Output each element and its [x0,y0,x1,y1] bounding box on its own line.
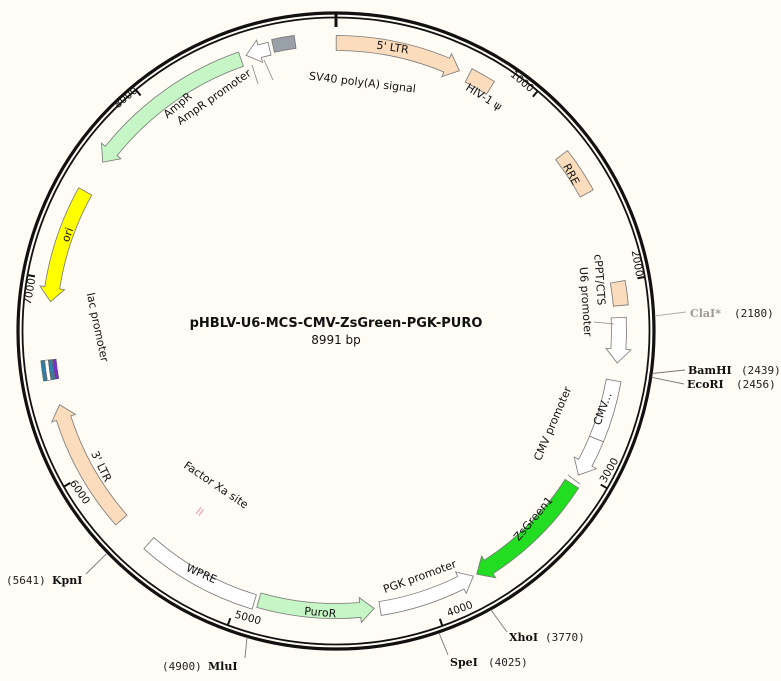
plasmid-backbone [16,11,656,651]
tick-label: 2000 [629,249,645,277]
backbone-outer [16,11,656,651]
feature-label: ori [59,226,76,244]
feature-cmv[interactable]: CMV... [589,378,622,443]
feature-factor-xa-site[interactable]: Factor Xa site [181,459,251,516]
feature-shape [335,35,461,78]
site-name: MluI [208,660,238,673]
feature-shape [378,571,474,616]
site-leader-line [651,376,685,385]
tick-mark [532,89,539,98]
leader-line [251,64,259,85]
lac-promoter-segment [52,358,60,380]
feature-3-ltr[interactable]: 3' LTR [50,404,128,526]
site-name: ClaI* [690,307,721,320]
site-position: (2439) [741,364,781,377]
site-leader-line [652,369,686,374]
feature-label: 5' LTR [375,39,409,57]
feature-cppt-cts[interactable]: cPPT/CTS [591,254,629,307]
site-spei[interactable]: SpeI (4025) [438,632,528,669]
site-leader-line [438,632,449,656]
factor-xa-mark [195,506,202,515]
feature-label: U6 promoter [577,267,595,338]
feature-rre[interactable]: RRE [555,149,594,198]
site-name: KpnI [52,574,82,587]
feature-label: lac promoter [84,291,111,363]
site-position: (5641) [6,574,46,587]
site-name: SpeI [450,656,478,669]
feature-label: SV40 poly(A) signal [308,70,416,96]
feature-label: Factor Xa site [181,459,250,512]
feature-puror[interactable]: PuroR [256,592,375,624]
site-ecori[interactable]: EcoRI (2456) [651,376,776,391]
feature-shape [555,149,594,198]
feature-shape [476,478,580,579]
feature-label: cPPT/CTS [591,254,608,306]
site-position: (3770) [545,631,585,644]
feature-ori[interactable]: ori [39,187,93,303]
feature-zsgreen1[interactable]: ZsGreen1 [476,478,580,579]
restriction-sites: ClaI* (2180) BamHI (2439) EcoRI (2456) XhoI (37… [6,307,781,673]
feature-label: PuroR [304,605,337,621]
feature-shape [464,68,496,95]
plasmid-name: pHBLV-U6-MCS-CMV-ZsGreen-PGK-PURO [190,316,483,331]
tick-label: 5000 [233,609,262,628]
tick-mark [600,483,609,490]
factor-xa-mark [198,508,205,516]
leader-line [593,321,615,325]
site-leader-line [244,637,248,659]
feature-shape [256,592,375,624]
tick-mark [226,617,232,627]
site-kpni[interactable]: KpnI (5641) [6,552,108,587]
leader-line [567,474,581,485]
feature-shape [271,34,297,53]
feature-shape [100,51,244,163]
site-leader-line [85,552,108,575]
tick-mark [134,88,142,97]
tick-label: 4000 [445,599,474,619]
lac-promoter-segment [40,360,48,382]
plasmid-length: 8991 bp [311,333,361,347]
leader-line [263,59,274,81]
feature-shape [143,537,257,610]
tick-mark [26,273,36,278]
tick-mark [438,618,444,627]
feature-lac-promoter[interactable]: lac promoter [40,291,111,382]
site-position: (2456) [736,378,776,391]
site-name: BamHI [688,364,732,377]
site-xhoi[interactable]: XhoI (3770) [490,609,585,644]
site-position: (4025) [488,656,528,669]
backbone-inner [21,16,651,646]
feature-shape [39,187,93,303]
site-clai[interactable]: ClaI* (2180) [654,307,774,320]
feature-shape [245,39,272,64]
site-bamhi[interactable]: BamHI (2439) [652,364,781,377]
feature-wpre[interactable]: WPRE [143,537,257,610]
feature-shape [573,435,604,476]
site-mlui[interactable]: MluI (4900) [162,637,248,673]
tick-label: 7000 [22,277,38,305]
site-leader-line [654,311,687,317]
tick-mark [62,482,71,488]
feature-shape [50,404,128,526]
feature-5-ltr[interactable]: 5' LTR [335,35,461,78]
tick-mark [637,275,646,280]
site-position: (4900) [162,660,202,673]
feature-shape [605,316,632,364]
site-name: XhoI [509,631,538,644]
lac-promoter-segment [48,359,56,381]
feature-label: CMV promoter [531,384,574,462]
feature-u6-promoter[interactable]: U6 promoter [577,267,632,364]
feature-shape [609,279,629,307]
feature-hiv-1[interactable]: HIV-1 ψ [463,68,504,113]
site-leader-line [490,609,508,633]
site-name: EcoRI [687,378,724,391]
site-position: (2180) [734,307,774,320]
lac-promoter-segment [44,359,52,381]
